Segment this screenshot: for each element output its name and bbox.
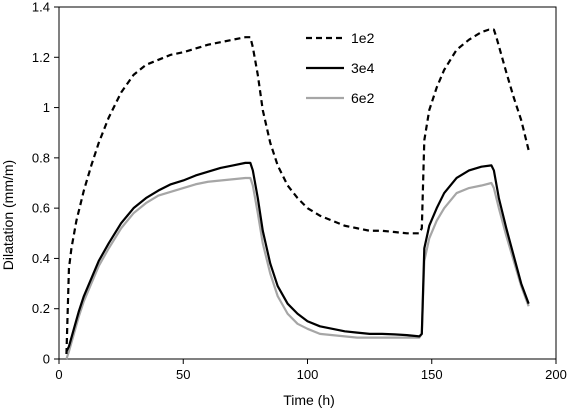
y-tick-label: 1.2 [32,50,50,65]
legend-label: 3e4 [351,60,375,76]
series-line-3e4 [65,161,530,352]
x-tick-label: 0 [55,367,62,382]
plot-border [58,6,557,360]
plot-area [58,6,557,360]
x-axis-title: Time (h) [283,392,335,408]
y-tick-label: 0 [43,352,50,367]
x-tick-label: 100 [297,367,319,382]
y-tick-label: 0.6 [32,201,50,216]
x-axis-ticks: 0 50 100 150 200 [55,359,567,382]
y-tick-label: 0.2 [32,301,50,316]
x-tick-label: 200 [545,367,567,382]
y-axis-title: Dilatation (mm/m) [0,160,16,270]
y-axis-ticks: 0 0.2 0.4 0.6 0.8 1 1.2 1.4 [32,0,59,367]
legend-label: 6e2 [351,90,375,106]
legend-label: 1e2 [351,30,375,46]
series-line-6e2 [65,176,530,360]
y-tick-label: 1 [43,100,50,115]
x-tick-label: 50 [176,367,190,382]
y-tick-label: 0.4 [32,251,50,266]
x-tick-label: 150 [421,367,443,382]
y-tick-label: 0.8 [32,150,50,165]
series-layer [65,28,530,360]
series-line-1e2 [65,28,530,355]
legend: 1e2 3e4 6e2 [306,30,375,106]
y-tick-label: 1.4 [32,0,50,15]
